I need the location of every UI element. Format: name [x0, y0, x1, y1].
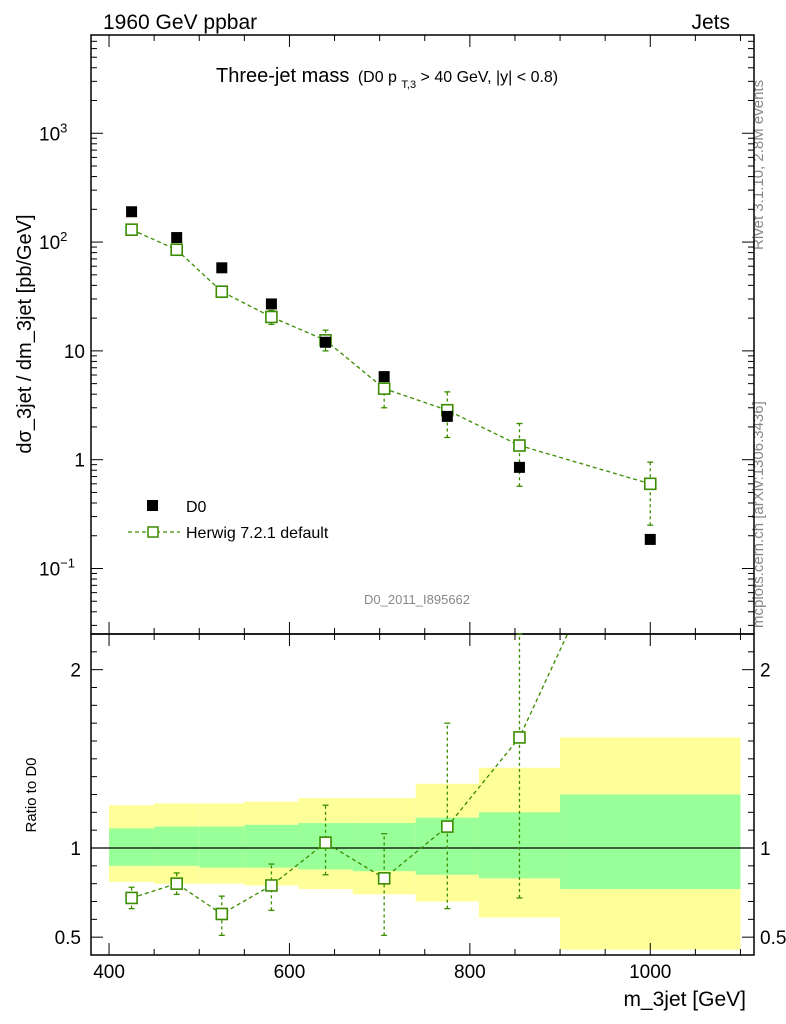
- ratio-y-tick-label: 2: [70, 661, 81, 682]
- ratio-y-tick-label: 0.5: [55, 928, 81, 949]
- tick-base: 10: [39, 233, 60, 254]
- main-y-tick-label: 10: [64, 342, 85, 363]
- band-inner-segment: [244, 824, 299, 868]
- main-mc-point: [377, 382, 391, 395]
- ratio-y-tick-label-right: 0.5: [760, 928, 786, 949]
- main-mc-point: [513, 439, 526, 452]
- main-mc-series: [125, 223, 657, 526]
- x-axis-label: m_3jet [GeV]: [623, 988, 746, 1011]
- tick-exponent: 2: [60, 229, 67, 244]
- ratio-y-label: Ratio to D0: [23, 757, 40, 832]
- legend-mc-label: Herwig 7.2.1 default: [186, 525, 329, 542]
- header-right: Jets: [691, 11, 730, 34]
- legend: D0 Herwig 7.2.1 default: [128, 499, 329, 542]
- main-data-point: [171, 232, 183, 244]
- main-mc-line: [131, 229, 651, 485]
- title-sub-open: (D0 p: [358, 69, 397, 86]
- main-data-point: [441, 410, 453, 422]
- ratio-mc-point: [265, 879, 278, 892]
- main-y-tick-label: 1: [74, 451, 85, 472]
- x-tick-label: 600: [274, 962, 306, 983]
- title-main: Three-jet mass: [216, 65, 349, 87]
- title-sub-close: > 40 GeV, |y| < 0.8): [421, 69, 559, 86]
- x-axis: 400 600 800 1000: [93, 634, 741, 983]
- main-data-point: [126, 206, 138, 218]
- title-sub-subscript: T,3: [401, 79, 416, 91]
- plot-title: Three-jet mass (D0 p T,3 > 40 GeV, |y| <…: [216, 65, 558, 92]
- legend-mc-marker: [147, 526, 159, 538]
- ratio-mc-point: [319, 836, 332, 849]
- main-data-point: [513, 461, 525, 473]
- main-data-point: [378, 371, 390, 383]
- ratio-mc-point: [441, 820, 454, 833]
- ratio-y-tick-label-right: 2: [760, 661, 771, 682]
- tick-exponent: 3: [60, 120, 67, 135]
- tick-base: 10: [39, 124, 60, 145]
- band-inner-segment: [478, 812, 561, 879]
- tick-base: 10: [39, 559, 60, 580]
- main-data-point: [265, 298, 277, 310]
- ratio-y-axis: 0.5 0.5 1 1 2 2: [55, 651, 786, 949]
- band-inner-segment: [560, 794, 741, 890]
- band-inner-segment: [154, 826, 200, 866]
- main-y-tick-label: 10−1: [39, 555, 75, 580]
- ratio-mc-point: [125, 891, 138, 905]
- band-inner-segment: [109, 828, 155, 866]
- main-x-ticks: [108, 35, 741, 634]
- tick-exponent: −1: [60, 555, 75, 570]
- ratio-mc-point: [513, 731, 526, 744]
- main-data-point: [320, 336, 332, 348]
- main-data-series: [126, 206, 656, 545]
- mcplots-tag: mcplots.cern.ch [arXiv:1306.3436]: [750, 401, 767, 628]
- main-data-point: [216, 262, 228, 274]
- legend-data-marker: [147, 500, 158, 511]
- main-y-tick-label: 103: [39, 120, 67, 145]
- x-tick-label: 400: [93, 962, 125, 983]
- main-mc-point: [215, 285, 229, 298]
- x-tick-label: 800: [454, 962, 486, 983]
- main-mc-point: [125, 223, 138, 236]
- rivet-tag: Rivet 3.1.10, 2.8M events: [750, 80, 767, 250]
- ratio-mc-point: [377, 872, 391, 885]
- ratio-mc-point: [170, 877, 183, 890]
- legend-data-label: D0: [186, 499, 207, 516]
- main-y-tick-label: 102: [39, 229, 67, 254]
- main-mc-point: [643, 477, 657, 491]
- x-tick-label: 1000: [629, 962, 671, 983]
- analysis-id: D0_2011_I895662: [364, 592, 470, 607]
- band-inner-segment: [352, 823, 416, 872]
- ratio-mc-series: [125, 633, 569, 937]
- main-mc-point: [170, 243, 183, 257]
- ratio-y-tick-label-right: 1: [760, 839, 771, 860]
- band-inner-segment: [199, 826, 245, 868]
- ratio-mc-point: [215, 907, 229, 921]
- main-mc-point: [265, 310, 278, 324]
- ratio-y-tick-label: 1: [70, 839, 81, 860]
- main-y-label: dσ_3jet / dm_3jet [pb/GeV]: [14, 214, 36, 453]
- main-data-point: [644, 533, 656, 545]
- header-left: 1960 GeV ppbar: [103, 11, 257, 34]
